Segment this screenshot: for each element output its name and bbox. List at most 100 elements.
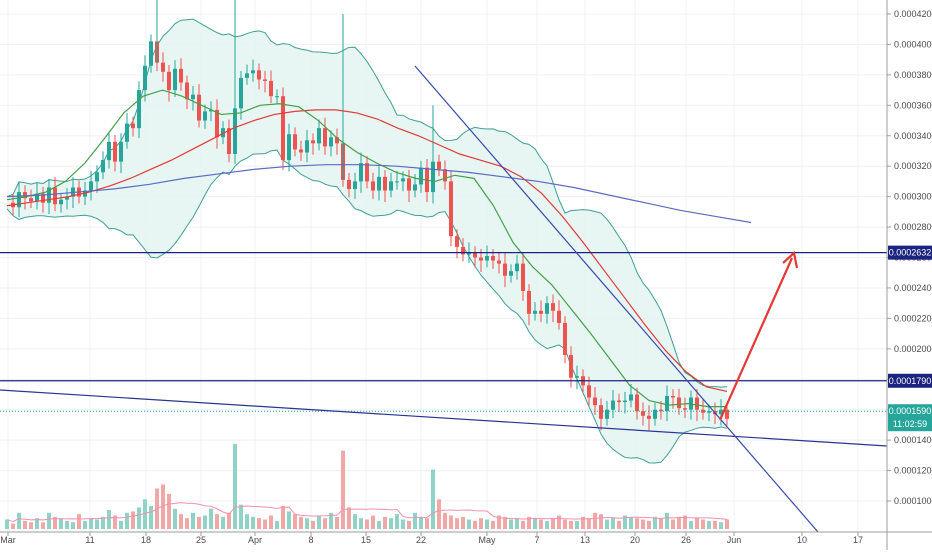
moving-average-line: [6, 89, 727, 408]
volume-bar: [233, 443, 237, 529]
volume-bar: [533, 518, 537, 529]
volume-bar: [143, 499, 147, 529]
resistance-trendline[interactable]: [414, 65, 819, 533]
candle-body: [185, 82, 189, 100]
volume-bar: [497, 515, 501, 529]
volume-bar: [467, 519, 471, 529]
candle-body: [659, 409, 663, 412]
candle-body: [257, 70, 261, 80]
projection-arrow-shaft[interactable]: [718, 257, 794, 421]
candle-body: [725, 409, 729, 419]
volume-bar: [269, 515, 273, 529]
candle-body: [53, 187, 57, 205]
volume-bar: [281, 506, 285, 529]
volume-bar: [695, 518, 699, 529]
candle-body: [275, 96, 279, 98]
volume-bar: [677, 516, 681, 529]
candle-body: [29, 198, 33, 202]
volume-bar: [587, 518, 591, 529]
candle-body: [551, 303, 555, 311]
candle-body: [389, 181, 393, 191]
candle-body: [443, 169, 447, 182]
candle-body: [671, 395, 675, 398]
candle-body: [557, 310, 561, 323]
candle-body: [437, 161, 441, 170]
candle-body: [251, 70, 255, 74]
volume-bar: [473, 520, 477, 529]
level-price-tag-label: 0.0002632: [889, 248, 932, 258]
volume-bar: [215, 514, 219, 529]
volume-bar: [347, 507, 351, 529]
time-tick-label: 13: [580, 535, 590, 545]
volume-bar: [479, 518, 483, 529]
candle-body: [647, 415, 651, 419]
candle-body: [23, 192, 27, 199]
candle-body: [311, 140, 315, 144]
candle-body: [401, 178, 405, 182]
candle-body: [317, 128, 321, 144]
volume-bar: [203, 515, 207, 529]
candle-body: [119, 141, 123, 162]
candle-body: [479, 257, 483, 261]
volume-bar: [389, 518, 393, 529]
time-tick-label: 17: [853, 535, 863, 545]
volume-bar: [719, 522, 723, 529]
volume-bar: [605, 519, 609, 529]
volume-bar: [221, 516, 225, 529]
candle-body: [269, 80, 273, 97]
time-tick-label: 22: [416, 535, 426, 545]
volume-bar: [653, 516, 657, 529]
time-tick-label: 18: [141, 535, 151, 545]
volume-bar: [119, 520, 123, 529]
candle-body: [209, 109, 213, 112]
candle-body: [323, 128, 327, 147]
candle-body: [533, 310, 537, 314]
volume-bar: [623, 515, 627, 529]
volume-bar: [359, 518, 363, 529]
candle-body: [65, 196, 69, 200]
volume-bar: [17, 512, 21, 529]
candle-body: [623, 400, 627, 403]
time-tick-label: 11: [85, 535, 94, 545]
candle-body: [407, 178, 411, 191]
candle-body: [635, 394, 639, 412]
last-price-label: 0.0001590: [889, 406, 932, 416]
time-tick-label: 10: [797, 535, 807, 545]
volume-bar: [419, 516, 423, 529]
candle-body: [467, 252, 471, 255]
volume-bar: [665, 512, 669, 529]
candle-body: [221, 128, 225, 138]
volume-bar: [437, 499, 441, 529]
candle-body: [569, 354, 573, 378]
candle-body: [605, 409, 609, 419]
candle-body: [17, 192, 21, 208]
candle-body: [365, 163, 369, 182]
candle-body: [587, 385, 591, 398]
support-trendline[interactable]: [0, 389, 888, 447]
volume-bar: [335, 516, 339, 529]
candle-body: [455, 236, 459, 247]
candle-body: [233, 108, 237, 155]
volume-bar: [713, 520, 717, 529]
volume-bar: [35, 518, 39, 529]
candle-body: [173, 68, 177, 91]
volume-bar: [629, 516, 633, 529]
volume-bar: [509, 519, 513, 529]
candle-body: [335, 137, 339, 144]
bollinger-lower-line: [6, 149, 728, 464]
volume-bar: [581, 516, 585, 529]
candle-body: [137, 90, 141, 129]
trendline-layer: [0, 65, 888, 533]
candle-body: [395, 181, 399, 183]
candle-body: [245, 73, 249, 78]
volume-bar: [383, 516, 387, 529]
level-price-tag-label: 0.0001790: [889, 376, 932, 386]
